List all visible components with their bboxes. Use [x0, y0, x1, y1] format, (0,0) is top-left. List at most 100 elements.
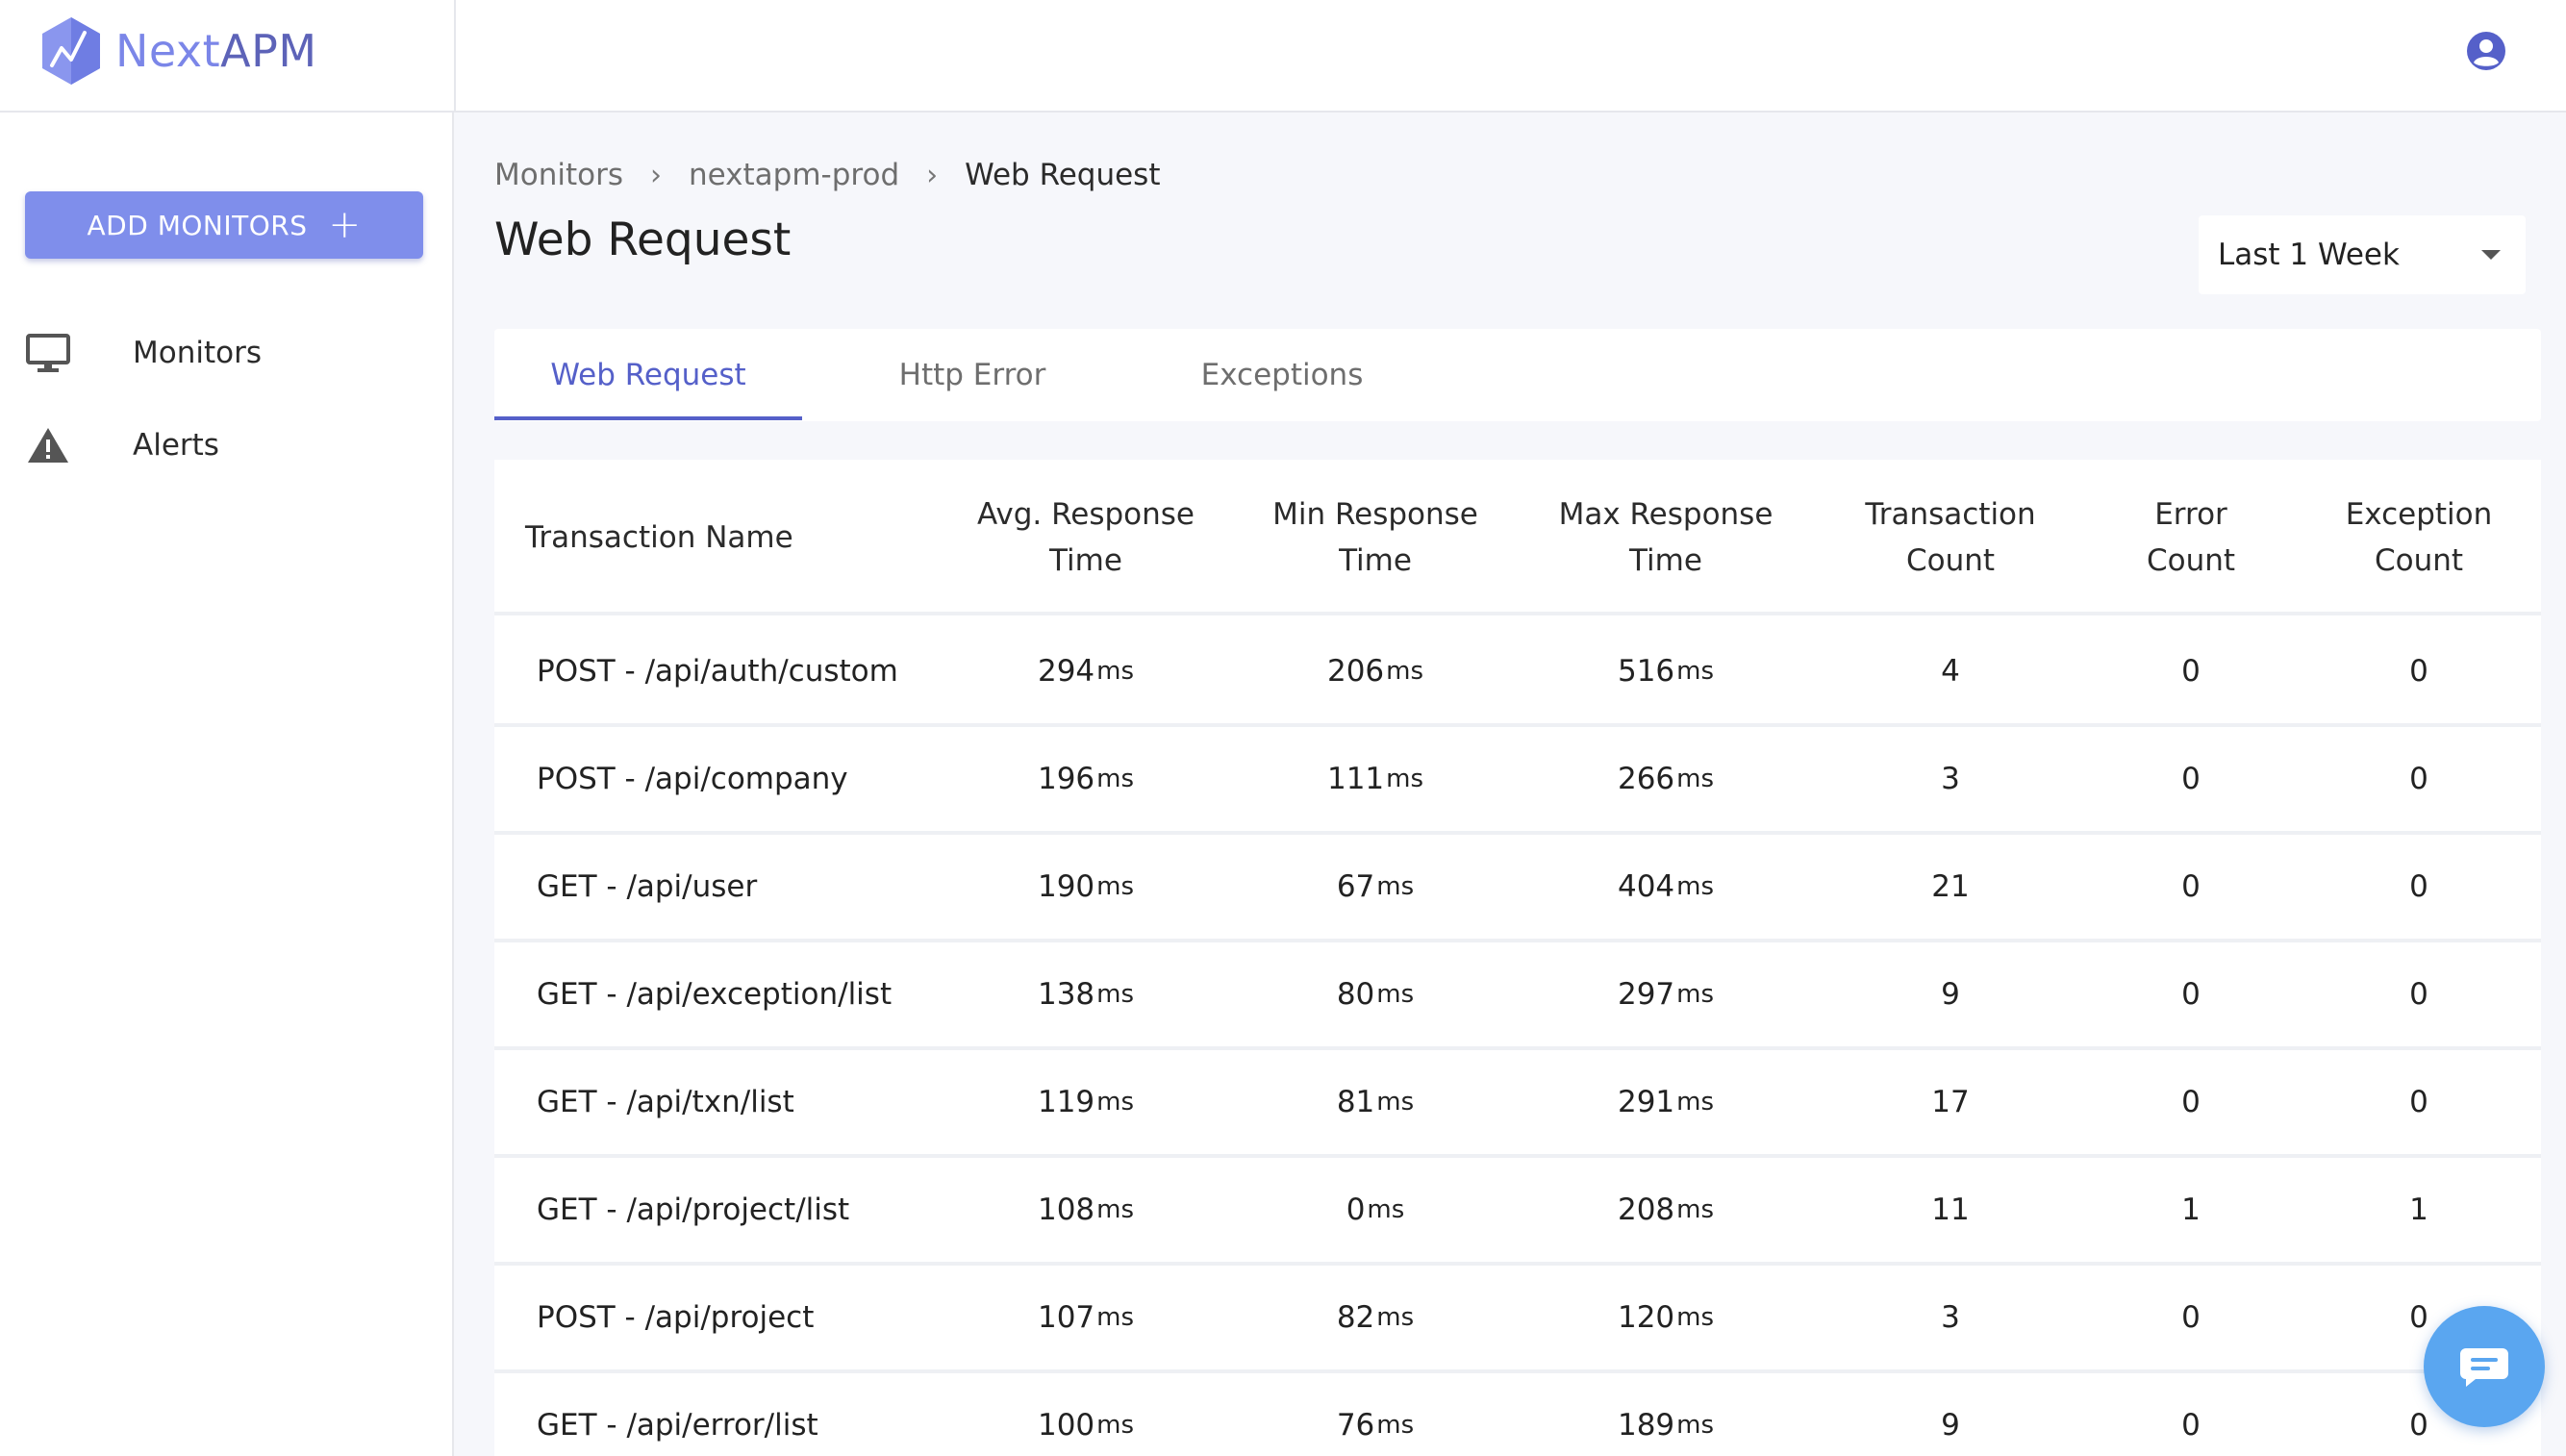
cell-avg-response: 100 ms — [937, 1373, 1235, 1456]
sidebar: ADD MONITORS + Monitors Alerts — [0, 113, 454, 1456]
breadcrumb-monitors[interactable]: Monitors — [494, 158, 623, 192]
cell-exception-count-value: 0 — [2409, 1085, 2428, 1119]
column-header-avg-response[interactable]: Avg. Response Time — [976, 497, 1195, 578]
table-row[interactable]: POST - /api/project 107 ms 82 ms 120 ms 3 0 0 — [494, 1266, 2541, 1373]
cell-avg-response-value: 119 — [1037, 1085, 1095, 1119]
cell-max-response-value: 266 — [1617, 762, 1675, 796]
sidebar-item-alerts[interactable]: Alerts — [25, 416, 219, 474]
table-row[interactable]: GET - /api/user 190 ms 67 ms 404 ms 21 0 0 — [494, 835, 2541, 942]
unit-label: ms — [1096, 1088, 1135, 1117]
column-header-min-response[interactable]: Min Response Time — [1272, 497, 1478, 578]
cell-min-response-value: 111 — [1326, 762, 1385, 796]
column-header-error-count[interactable]: Error Count — [2146, 497, 2236, 578]
table-row[interactable]: GET - /api/project/list 108 ms 0 ms 208 ms 11 1 1 — [494, 1158, 2541, 1266]
column-header-transaction-count[interactable]: Transaction Count — [1865, 497, 2036, 578]
cell-exception-count-value: 0 — [2409, 1408, 2428, 1443]
column-header-max-response[interactable]: Max Response Time — [1558, 497, 1774, 578]
tab-http-error[interactable]: Http Error — [898, 358, 1046, 392]
cell-transaction-name-value: POST - /api/company — [537, 762, 848, 796]
cell-exception-count: 0 — [2297, 942, 2541, 1046]
cell-avg-response-value: 108 — [1037, 1192, 1095, 1227]
hexagon-chart-icon — [42, 17, 100, 85]
cell-avg-response: 108 ms — [937, 1158, 1235, 1262]
page-title: Web Request — [494, 213, 792, 266]
cell-transaction-count-value: 11 — [1931, 1192, 1970, 1227]
cell-transaction-name: GET - /api/user — [537, 835, 941, 939]
cell-min-response-value: 206 — [1326, 654, 1385, 689]
add-monitors-button[interactable]: ADD MONITORS + — [25, 191, 423, 259]
cell-min-response-value: 82 — [1336, 1300, 1375, 1335]
unit-label: ms — [1676, 1195, 1715, 1224]
unit-label: ms — [1376, 1088, 1415, 1117]
cell-exception-count: 0 — [2297, 835, 2541, 939]
cell-error-count: 0 — [2085, 1266, 2297, 1369]
caret-down-icon — [2481, 250, 2501, 260]
cell-min-response: 67 ms — [1235, 835, 1516, 939]
table-row[interactable]: POST - /api/auth/custom 294 ms 206 ms 516 ms 4 0… — [494, 619, 2541, 727]
tab-web-request[interactable]: Web Request — [550, 358, 746, 392]
cell-transaction-name: GET - /api/project/list — [537, 1158, 941, 1262]
transactions-table: Transaction Name Avg. Response Time Min … — [494, 460, 2541, 1456]
cell-transaction-count-value: 4 — [1941, 654, 1960, 689]
cell-max-response: 120 ms — [1516, 1266, 1816, 1369]
sidebar-item-monitors[interactable]: Monitors — [25, 324, 262, 382]
cell-max-response-value: 297 — [1617, 977, 1675, 1012]
cell-transaction-count: 4 — [1816, 619, 2085, 723]
cell-exception-count-value: 1 — [2409, 1192, 2428, 1227]
unit-label: ms — [1376, 980, 1415, 1009]
top-header: NextAPM — [0, 0, 2566, 113]
chat-button[interactable] — [2424, 1306, 2545, 1427]
cell-transaction-name-value: GET - /api/error/list — [537, 1408, 818, 1443]
tab-exceptions[interactable]: Exceptions — [1200, 358, 1364, 392]
unit-label: ms — [1676, 980, 1715, 1009]
unit-label: ms — [1096, 1303, 1135, 1332]
cell-exception-count-value: 0 — [2409, 1300, 2428, 1335]
cell-transaction-name: POST - /api/project — [537, 1266, 941, 1369]
cell-error-count: 0 — [2085, 619, 2297, 723]
time-range-value: Last 1 Week — [2218, 238, 2400, 272]
cell-avg-response: 107 ms — [937, 1266, 1235, 1369]
breadcrumb-current: Web Request — [965, 158, 1161, 192]
table-row[interactable]: GET - /api/exception/list 138 ms 80 ms 297 ms 9… — [494, 942, 2541, 1050]
table-row[interactable]: POST - /api/company 196 ms 111 ms 266 ms 3 0 0 — [494, 727, 2541, 835]
cell-min-response: 76 ms — [1235, 1373, 1516, 1456]
sidebar-divider — [454, 0, 456, 113]
unit-label: ms — [1386, 765, 1424, 793]
chat-bubble-icon — [2460, 1348, 2508, 1387]
cell-min-response: 206 ms — [1235, 619, 1516, 723]
monitor-icon — [25, 330, 71, 376]
sidebar-item-label: Monitors — [133, 336, 262, 370]
chevron-right-icon: › — [926, 158, 939, 192]
cell-transaction-name: POST - /api/company — [537, 727, 941, 831]
cell-max-response-value: 516 — [1617, 654, 1675, 689]
cell-transaction-count-value: 21 — [1931, 869, 1970, 904]
cell-transaction-count: 9 — [1816, 1373, 2085, 1456]
unit-label: ms — [1676, 1088, 1715, 1117]
column-header-transaction-name[interactable]: Transaction Name — [525, 520, 793, 555]
cell-transaction-name: GET - /api/exception/list — [537, 942, 941, 1046]
unit-label: ms — [1676, 657, 1715, 686]
cell-error-count-value: 0 — [2181, 869, 2201, 904]
cell-transaction-count-value: 9 — [1941, 977, 1960, 1012]
unit-label: ms — [1096, 765, 1135, 793]
cell-min-response-value: 81 — [1336, 1085, 1375, 1119]
column-header-exception-count[interactable]: Exception Count — [2345, 497, 2493, 578]
cell-transaction-name-value: POST - /api/project — [537, 1300, 815, 1335]
brand-name-part1: Next — [115, 25, 221, 77]
active-tab-indicator — [494, 416, 802, 420]
unit-label: ms — [1676, 1411, 1715, 1440]
breadcrumb-project[interactable]: nextapm-prod — [689, 158, 900, 192]
table-row[interactable]: GET - /api/txn/list 119 ms 81 ms 291 ms 17 0 0 — [494, 1050, 2541, 1158]
cell-min-response-value: 76 — [1336, 1408, 1375, 1443]
account-circle-icon[interactable] — [2466, 31, 2506, 71]
cell-max-response-value: 120 — [1617, 1300, 1675, 1335]
cell-transaction-count: 17 — [1816, 1050, 2085, 1154]
cell-exception-count: 0 — [2297, 1050, 2541, 1154]
cell-error-count: 0 — [2085, 942, 2297, 1046]
cell-max-response: 404 ms — [1516, 835, 1816, 939]
warning-icon — [25, 422, 71, 468]
brand-logo[interactable]: NextAPM — [38, 15, 317, 87]
table-row[interactable]: GET - /api/error/list 100 ms 76 ms 189 ms 9 0 0 — [494, 1373, 2541, 1456]
time-range-select[interactable]: Last 1 Week — [2199, 215, 2526, 294]
unit-label: ms — [1386, 657, 1424, 686]
